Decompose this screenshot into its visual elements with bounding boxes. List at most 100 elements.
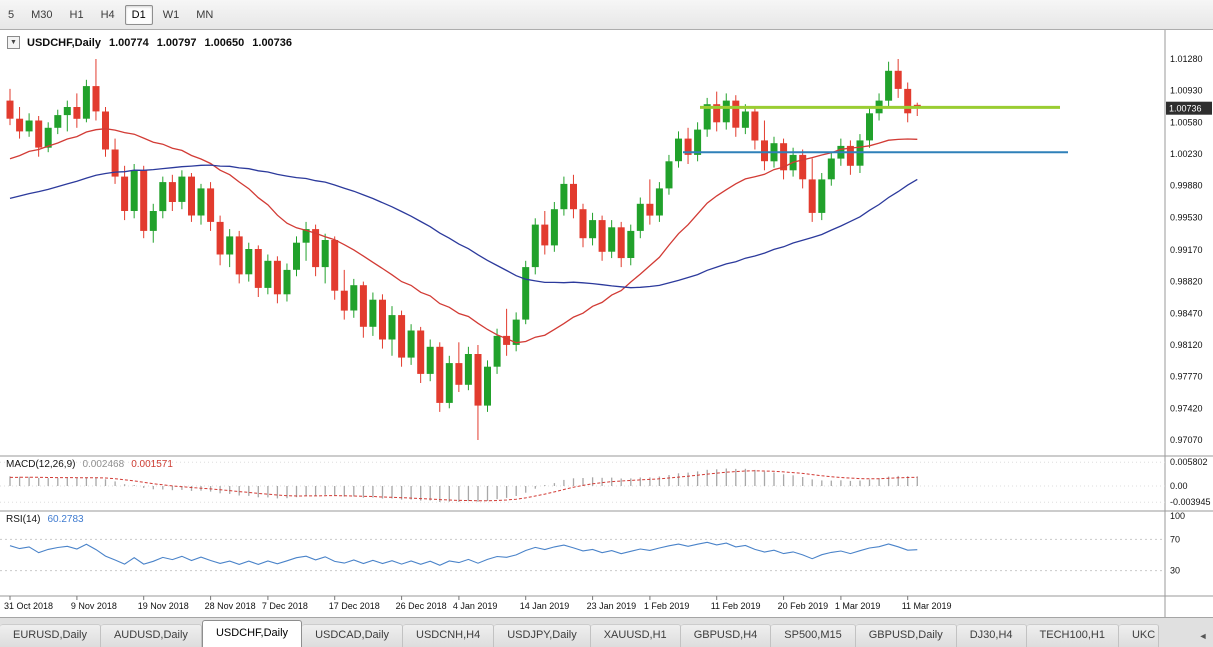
candle-body xyxy=(818,179,826,213)
candle-body xyxy=(130,170,138,211)
candle-body xyxy=(121,176,129,211)
candle-body xyxy=(799,154,807,180)
tab-sp500-m15[interactable]: SP500,M15 xyxy=(771,624,856,647)
candle-body xyxy=(111,149,119,177)
price-axis[interactable]: 1.01280 1.00930 1.00580 1.00230 0.99880 0.995… xyxy=(1170,54,1203,445)
candle-body xyxy=(531,224,539,268)
candle-body xyxy=(254,249,262,288)
candle-body xyxy=(885,70,893,101)
collapse-chart-button[interactable]: ▼ xyxy=(7,36,20,49)
tab-eurusd-daily[interactable]: EURUSD,Daily xyxy=(0,624,101,647)
current-price-badge-text: 1.00736 xyxy=(1169,104,1202,114)
candle-body xyxy=(570,183,577,210)
period-button-M30[interactable]: M30 xyxy=(31,8,53,21)
tab-usdjpy-daily[interactable]: USDJPY,Daily xyxy=(494,624,591,647)
candle-body xyxy=(589,220,597,239)
candle-body xyxy=(273,260,281,295)
date-label: 11 Mar 2019 xyxy=(902,601,952,611)
candle-body xyxy=(102,111,109,150)
price-axis-label: 1.00580 xyxy=(1170,117,1203,127)
candle-body xyxy=(264,260,272,288)
date-label: 28 Nov 2018 xyxy=(205,601,256,611)
chart-canvas[interactable]: 1.01280 1.00930 1.00580 1.00230 0.99880 0.995… xyxy=(0,30,1213,617)
candle-body xyxy=(445,363,453,403)
ohlc-low-value: 1.00650 xyxy=(204,36,245,49)
candle-body xyxy=(312,229,320,268)
price-axis-label: 0.98120 xyxy=(1170,340,1203,350)
current-price-badge xyxy=(1166,101,1212,115)
candle-body xyxy=(82,86,90,119)
candle-body xyxy=(359,285,367,327)
chart-region: 1.01280 1.00930 1.00580 1.00230 0.99880 0.995… xyxy=(0,30,1213,617)
candle-body xyxy=(598,220,606,252)
candle-body xyxy=(808,179,816,213)
macd-signal-line xyxy=(9,470,918,502)
candle-body xyxy=(675,138,682,162)
period-button-5[interactable]: 5 xyxy=(8,8,15,21)
candle-body xyxy=(44,127,52,148)
period-button-W1[interactable]: W1 xyxy=(162,8,180,21)
candle-body xyxy=(741,111,749,128)
candle-body xyxy=(63,107,71,116)
rsi-axis-label: 70 xyxy=(1170,534,1180,544)
ohlc-open-value: 1.00774 xyxy=(108,36,149,49)
macd-histogram xyxy=(9,468,918,502)
candle-body xyxy=(207,188,215,222)
price-axis-label: 0.99170 xyxy=(1170,245,1203,255)
candle-body xyxy=(35,120,43,148)
time-axis[interactable]: 31 Oct 2018 9 Nov 2018 19 Nov 2018 28 Nov 2… xyxy=(4,596,952,611)
candle-body xyxy=(426,346,434,374)
date-label: 19 Nov 2018 xyxy=(138,601,189,611)
macd-axis-label: 0.00 xyxy=(1170,481,1188,491)
candle-body xyxy=(197,188,205,216)
candle-body xyxy=(636,203,644,231)
period-button-H4[interactable]: H4 xyxy=(100,8,115,21)
candle-body xyxy=(646,203,654,216)
ma-fast-line xyxy=(9,128,918,344)
candle-body xyxy=(761,140,768,162)
date-label: 4 Jan 2019 xyxy=(453,601,498,611)
date-label: 1 Mar 2019 xyxy=(835,601,881,611)
period-button-D1[interactable]: D1 xyxy=(124,4,153,25)
price-axis-label: 0.98820 xyxy=(1170,277,1203,287)
ohlc-high-value: 1.00797 xyxy=(156,36,197,49)
price-axis-label: 0.98470 xyxy=(1170,308,1203,318)
tab-dj30-h4[interactable]: DJ30,H4 xyxy=(956,624,1027,647)
candle-body xyxy=(512,319,520,345)
tab-audusd-daily[interactable]: AUDUSD,Daily xyxy=(100,624,202,647)
candle-body xyxy=(245,249,253,275)
candle-body xyxy=(159,182,167,212)
tab-ukc[interactable]: UKC xyxy=(1118,624,1159,647)
date-label: 9 Nov 2018 xyxy=(71,601,117,611)
rsi-axis-label: 30 xyxy=(1170,566,1180,576)
tab-usdcnh-h4[interactable]: USDCNH,H4 xyxy=(403,624,495,647)
tab-usdchf-daily[interactable]: USDCHF,Daily xyxy=(201,620,303,647)
tab-gbpusd-daily[interactable]: GBPUSD,Daily xyxy=(855,624,957,647)
tabs-scroll-left-button[interactable]: ◄ xyxy=(1198,631,1208,641)
candle-body xyxy=(474,354,482,406)
candle-body xyxy=(216,221,224,255)
tab-xauusd-h1[interactable]: XAUUSD,H1 xyxy=(590,624,681,647)
candle-body xyxy=(149,211,157,231)
ohlc-close-value: 1.00736 xyxy=(252,36,293,49)
tab-tech100-h1[interactable]: TECH100,H1 xyxy=(1026,624,1119,647)
candle-body xyxy=(6,100,14,119)
macd-main-value: 0.002468 xyxy=(82,459,125,470)
candle-body xyxy=(493,335,501,367)
candle-body xyxy=(16,118,24,132)
macd-axis-label: 0.005802 xyxy=(1170,457,1208,467)
candle-body xyxy=(904,88,912,114)
candle-body xyxy=(464,354,472,385)
tab-usdcad-daily[interactable]: USDCAD,Daily xyxy=(302,624,404,647)
candle-body xyxy=(340,290,348,311)
candle-body xyxy=(627,230,635,258)
rsi-line xyxy=(9,541,918,566)
candle-body xyxy=(503,335,511,345)
rsi-axis-label: 100 xyxy=(1170,511,1185,521)
candle-body xyxy=(188,176,195,216)
candle-body xyxy=(894,70,902,89)
tab-gbpusd-h4[interactable]: GBPUSD,H4 xyxy=(680,624,772,647)
ma-slow-line xyxy=(9,164,918,289)
period-button-MN[interactable]: MN xyxy=(196,8,214,21)
period-button-H1[interactable]: H1 xyxy=(69,8,84,21)
